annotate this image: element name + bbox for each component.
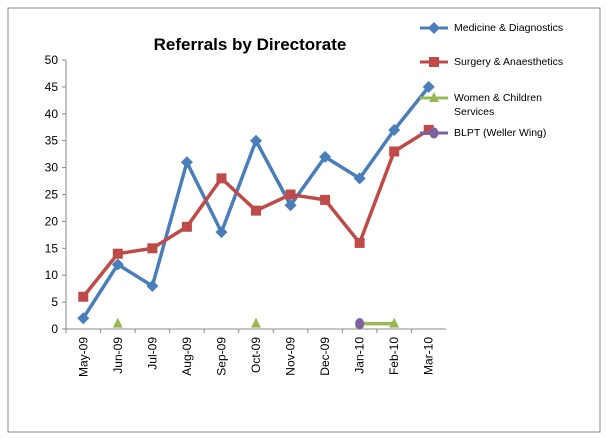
x-tick-label: Mar-10 <box>422 337 436 375</box>
data-point <box>77 312 90 325</box>
x-tick-label: Oct-09 <box>249 337 263 373</box>
data-point <box>429 92 439 102</box>
x-tick-label: Jun-09 <box>111 337 125 374</box>
y-tick-label: 0 <box>51 322 58 336</box>
y-tick-label: 40 <box>45 107 59 121</box>
y-tick-label: 45 <box>45 80 59 94</box>
legend-label: Surgery & Anaesthetics <box>454 56 564 68</box>
y-tick-label: 10 <box>45 268 59 282</box>
y-tick-label: 20 <box>45 214 59 228</box>
y-tick-label: 50 <box>45 53 59 67</box>
data-point <box>250 134 262 147</box>
data-point <box>429 57 439 67</box>
data-point <box>111 258 124 271</box>
x-tick-label: Sep-09 <box>214 337 228 376</box>
data-point <box>285 189 296 200</box>
y-tick-label: 25 <box>45 188 59 202</box>
data-point <box>251 317 261 328</box>
legend-label: Women & Children Services <box>454 92 542 118</box>
y-tick-label: 5 <box>51 295 58 309</box>
x-tick-label: Jul-09 <box>145 337 159 370</box>
data-point <box>389 146 400 157</box>
chart-border <box>7 7 601 433</box>
x-tick-label: Nov-09 <box>284 337 298 376</box>
data-point <box>388 123 401 136</box>
data-point <box>251 205 261 216</box>
data-point <box>389 317 400 328</box>
y-tick-label: 15 <box>45 241 59 255</box>
data-point <box>215 226 228 239</box>
data-point <box>78 291 89 302</box>
x-tick-label: Jan-10 <box>353 337 367 374</box>
data-point <box>112 317 123 328</box>
y-tick-label: 30 <box>45 161 59 175</box>
x-tick-label: Feb-10 <box>387 337 401 375</box>
data-point <box>354 237 365 248</box>
x-tick-label: Aug-09 <box>180 337 194 376</box>
data-point <box>422 80 435 93</box>
data-point <box>428 22 440 34</box>
data-point <box>355 318 365 330</box>
data-point <box>353 172 366 185</box>
data-point <box>146 279 159 292</box>
y-tick-label: 35 <box>45 134 59 148</box>
chart-title: Referrals by Directorate <box>154 35 347 54</box>
legend-label: Medicine & Diagnostics <box>454 22 564 34</box>
data-point <box>181 221 192 232</box>
data-point <box>284 199 297 212</box>
data-point <box>320 194 331 205</box>
x-tick-label: Dec-09 <box>318 337 332 376</box>
data-point <box>147 243 158 254</box>
data-point <box>319 150 332 163</box>
data-point <box>112 248 123 259</box>
legend-label: BLPT (Weller Wing) <box>454 127 547 139</box>
data-point <box>216 173 227 184</box>
data-point <box>423 124 434 135</box>
x-tick-label: May-09 <box>76 337 90 377</box>
data-point <box>429 127 439 139</box>
data-point <box>180 156 193 169</box>
